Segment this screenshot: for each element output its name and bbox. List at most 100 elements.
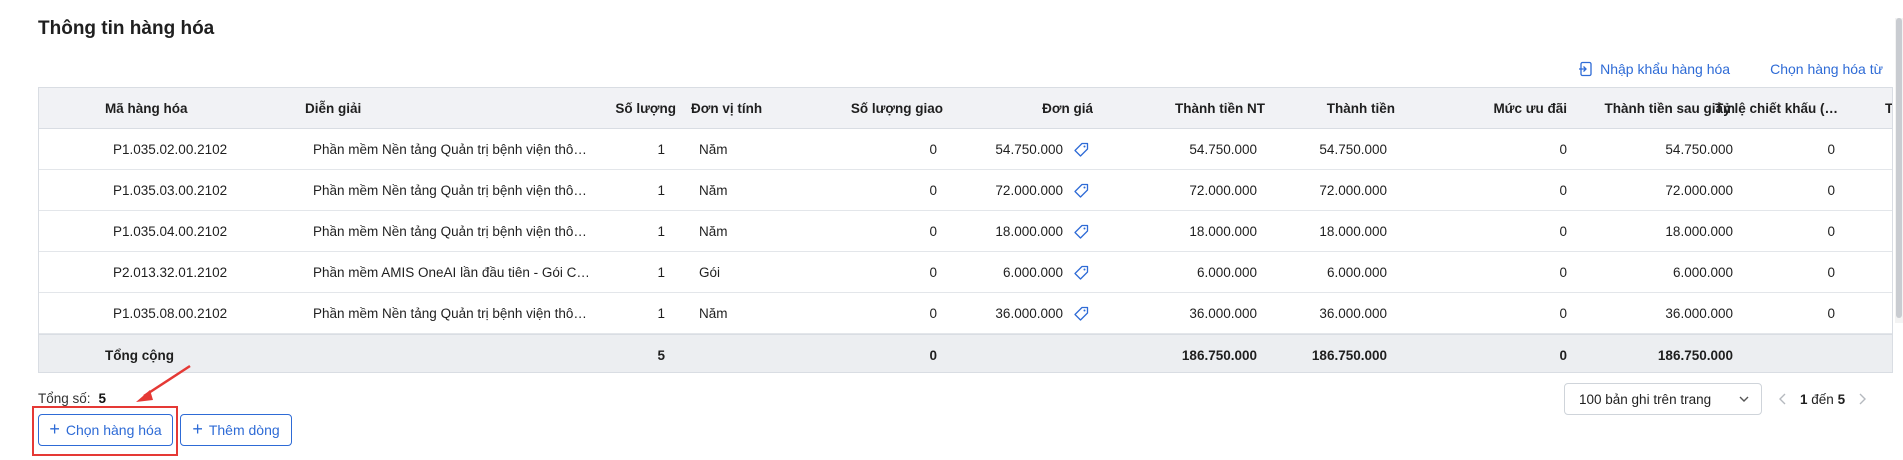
footer-qty: 5 [657,347,665,363]
cell-code: P1.035.03.00.2102 [113,182,228,198]
cell-desc: Phần mềm Nền tảng Quản trị bệnh viện thô… [313,293,588,333]
cell-after-discount: 6.000.000 [1672,264,1733,280]
page-size-value: 100 bản ghi trên trang [1579,391,1712,407]
table-row[interactable]: P1.035.03.00.2102 Phần mềm Nền tảng Quản… [39,170,1892,211]
plus-icon: + [192,419,203,439]
cell-delivered: 0 [929,182,937,198]
footer-amount: 186.750.000 [1311,347,1387,363]
cell-price: 36.000.000 [995,305,1063,321]
cell-price: 54.750.000 [995,141,1063,157]
col-header-price[interactable]: Đơn giá [1042,100,1093,116]
col-header-code[interactable]: Mã hàng hóa [105,100,188,116]
cell-unit: Gói [699,264,721,280]
page-size-select[interactable]: 100 bản ghi trên trang [1564,383,1762,415]
cell-qty: 1 [657,223,665,239]
table-row[interactable]: P1.035.02.00.2102 Phần mềm Nền tảng Quản… [39,129,1892,170]
cell-amount-nt: 54.750.000 [1189,141,1257,157]
cell-amount: 72.000.000 [1319,182,1387,198]
footer-after-discount: 186.750.000 [1657,347,1733,363]
annotation-arrow [136,364,191,402]
cell-discount-level: 0 [1559,305,1567,321]
choose-goods-from-label: Chọn hàng hóa từ [1770,61,1883,77]
tag-icon[interactable] [1073,265,1089,281]
cell-discount-rate: 0 [1827,182,1835,198]
cell-code: P2.013.32.01.2102 [113,264,228,280]
chevron-down-icon [1739,396,1749,402]
cell-discount-level: 0 [1559,141,1567,157]
cell-after-discount: 72.000.000 [1665,182,1733,198]
cell-delivered: 0 [929,223,937,239]
top-actions: Nhập khẩu hàng hóa Chọn hàng hóa từ [1578,58,1883,80]
cell-desc-text: Phần mềm Nền tảng Quản trị bệnh viện thô… [313,182,587,198]
cell-code: P1.035.02.00.2102 [113,141,228,157]
cell-unit: Năm [699,223,728,239]
total-count: Tổng số: 5 [38,391,106,406]
choose-goods-from-link[interactable]: Chọn hàng hóa từ [1770,61,1883,77]
cell-after-discount: 36.000.000 [1665,305,1733,321]
cell-desc-text: Phần mềm Nền tảng Quản trị bệnh viện thô… [313,141,587,157]
pagination: 1 đến 5 [1776,389,1869,409]
goods-table: Mã hàng hóa Diễn giải Số lượng Đơn vị tí… [38,87,1893,373]
col-header-after-discount[interactable]: Thành tiền sau giảm [1604,100,1735,116]
cell-price: 6.000.000 [1002,264,1063,280]
col-header-amount-nt[interactable]: Thành tiền NT [1175,100,1265,116]
cell-qty: 1 [657,264,665,280]
tag-icon[interactable] [1073,224,1089,240]
cell-unit: Năm [699,141,728,157]
add-row-button[interactable]: + Thêm dòng [180,414,292,446]
choose-goods-label: Chọn hàng hóa [65,422,162,438]
import-icon [1579,61,1592,77]
tag-icon[interactable] [1073,306,1089,322]
cell-desc: Phần mềm Nền tảng Quản trị bệnh viện thô… [313,170,588,210]
cell-desc: Phần mềm AMIS OneAI lần đầu tiên - Gói C… [313,252,588,292]
cell-desc: Phần mềm Nền tảng Quản trị bệnh viện thô… [313,211,588,251]
cell-discount-level: 0 [1559,223,1567,239]
col-header-next[interactable]: T [1885,100,1893,116]
cell-discount-rate: 0 [1827,305,1835,321]
cell-discount-rate: 0 [1827,264,1835,280]
cell-desc-text: Phần mềm AMIS OneAI lần đầu tiên - Gói C… [313,264,588,280]
tag-icon[interactable] [1073,142,1089,158]
cell-desc-text: Phần mềm Nền tảng Quản trị bệnh viện thô… [313,305,587,321]
col-header-discount-rate[interactable]: Tỷ lệ chiết khấu (… [1715,100,1837,116]
cell-desc-text: Phần mềm Nền tảng Quản trị bệnh viện thô… [313,223,587,239]
vertical-scrollbar[interactable] [1895,18,1903,323]
col-header-desc[interactable]: Diễn giải [305,100,362,116]
cell-qty: 1 [657,305,665,321]
cell-discount-level: 0 [1559,264,1567,280]
table-row[interactable]: P1.035.04.00.2102 Phần mềm Nền tảng Quản… [39,211,1892,252]
cell-amount-nt: 36.000.000 [1189,305,1257,321]
col-header-amount[interactable]: Thành tiền [1326,100,1395,116]
chevron-left-icon[interactable] [1776,392,1790,406]
total-count-value: 5 [98,391,107,406]
table-row[interactable]: P2.013.32.01.2102 Phần mềm AMIS OneAI lầ… [39,252,1892,293]
col-header-delivered[interactable]: Số lượng giao [850,100,943,116]
range-to: 5 [1837,391,1846,407]
col-header-discount-level[interactable]: Mức ưu đãi [1493,100,1567,116]
col-header-unit[interactable]: Đơn vị tính [691,100,763,116]
cell-amount: 54.750.000 [1319,141,1387,157]
cell-after-discount: 54.750.000 [1665,141,1733,157]
scrollbar-thumb[interactable] [1896,18,1902,318]
cell-qty: 1 [657,141,665,157]
choose-goods-button[interactable]: + Chọn hàng hóa [38,414,173,446]
cell-discount-rate: 0 [1827,223,1835,239]
chevron-right-icon[interactable] [1855,392,1869,406]
col-header-qty[interactable]: Số lượng [615,100,676,116]
tag-icon[interactable] [1073,183,1089,199]
cell-unit: Năm [699,182,728,198]
cell-discount-level: 0 [1559,182,1567,198]
cell-after-discount: 18.000.000 [1665,223,1733,239]
import-goods-link[interactable]: Nhập khẩu hàng hóa [1578,61,1730,77]
cell-amount: 36.000.000 [1319,305,1387,321]
import-goods-label: Nhập khẩu hàng hóa [1600,61,1731,77]
footer-delivered: 0 [929,347,937,363]
table-footer: Tổng cộng 5 0 186.750.000 186.750.000 0 … [39,334,1892,372]
footer-discount-level: 0 [1559,347,1567,363]
plus-icon: + [49,419,60,439]
cell-delivered: 0 [929,141,937,157]
table-row[interactable]: P1.035.08.00.2102 Phần mềm Nền tảng Quản… [39,293,1892,334]
cell-qty: 1 [657,182,665,198]
table-header: Mã hàng hóa Diễn giải Số lượng Đơn vị tí… [39,88,1892,129]
cell-price: 72.000.000 [995,182,1063,198]
